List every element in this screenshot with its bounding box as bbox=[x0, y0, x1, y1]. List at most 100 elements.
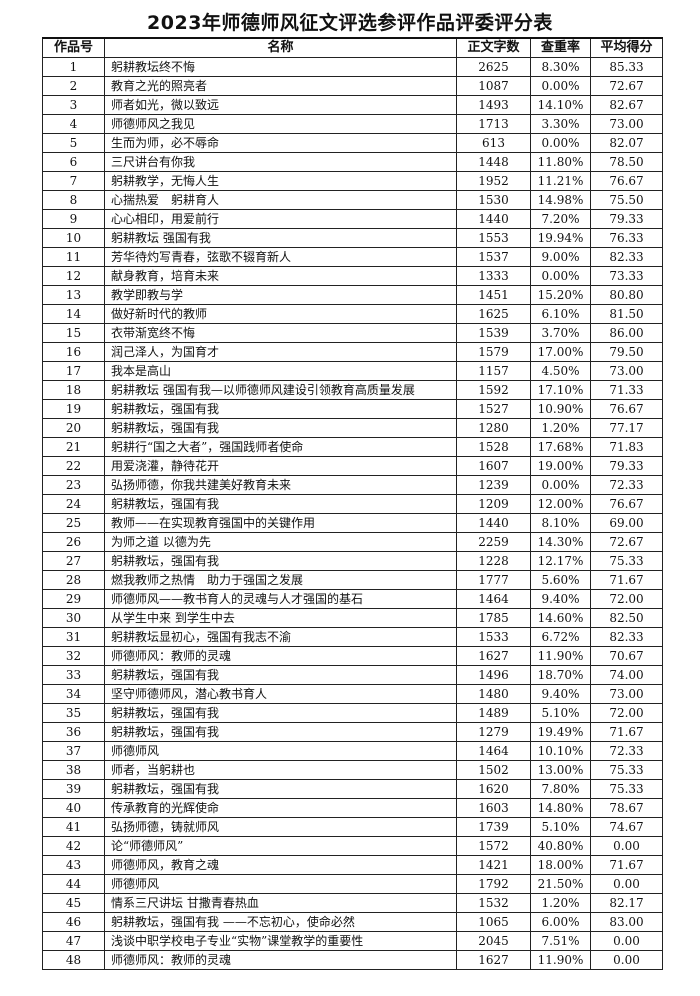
cell-id: 40 bbox=[42, 798, 105, 818]
cell-average-score: 73.00 bbox=[590, 361, 663, 381]
table-row: 24 躬耕教坛，强国有我 1209 12.00% 76.67 bbox=[42, 494, 663, 514]
cell-average-score: 72.67 bbox=[590, 76, 663, 96]
cell-duplicate-rate: 14.98% bbox=[530, 190, 591, 210]
cell-duplicate-rate: 13.00% bbox=[530, 760, 591, 780]
cell-name: 浅谈中职学校电子专业“实物”课堂教学的重要性 bbox=[104, 931, 457, 951]
cell-duplicate-rate: 7.20% bbox=[530, 209, 591, 229]
cell-name: 论“师德师风” bbox=[104, 836, 457, 856]
cell-id: 2 bbox=[42, 76, 105, 96]
table-row: 27 躬耕教坛，强国有我 1228 12.17% 75.33 bbox=[42, 551, 663, 571]
cell-word-count: 1620 bbox=[456, 779, 531, 799]
table-row: 6 三尺讲台有你我 1448 11.80% 78.50 bbox=[42, 152, 663, 172]
table-row: 13 教学即教与学 1451 15.20% 80.80 bbox=[42, 285, 663, 305]
cell-name: 师者，当躬耕也 bbox=[104, 760, 457, 780]
cell-id: 41 bbox=[42, 817, 105, 837]
cell-word-count: 1421 bbox=[456, 855, 531, 875]
cell-duplicate-rate: 1.20% bbox=[530, 418, 591, 438]
cell-word-count: 1785 bbox=[456, 608, 531, 628]
cell-average-score: 0.00 bbox=[590, 874, 663, 894]
cell-word-count: 1464 bbox=[456, 589, 531, 609]
table-row: 43 师德师风，教育之魂 1421 18.00% 71.67 bbox=[42, 855, 663, 875]
cell-id: 18 bbox=[42, 380, 105, 400]
cell-name: 情系三尺讲坛 甘撒青春热血 bbox=[104, 893, 457, 913]
cell-name: 三尺讲台有你我 bbox=[104, 152, 457, 172]
cell-name: 从学生中来 到学生中去 bbox=[104, 608, 457, 628]
cell-id: 12 bbox=[42, 266, 105, 286]
cell-duplicate-rate: 5.60% bbox=[530, 570, 591, 590]
cell-duplicate-rate: 11.80% bbox=[530, 152, 591, 172]
cell-name: 传承教育的光辉使命 bbox=[104, 798, 457, 818]
cell-name: 为师之道 以德为先 bbox=[104, 532, 457, 552]
cell-name: 躬耕教坛，强国有我 ——不忘初心，使命必然 bbox=[104, 912, 457, 932]
cell-id: 34 bbox=[42, 684, 105, 704]
cell-average-score: 79.50 bbox=[590, 342, 663, 362]
cell-id: 46 bbox=[42, 912, 105, 932]
cell-id: 43 bbox=[42, 855, 105, 875]
cell-word-count: 1739 bbox=[456, 817, 531, 837]
cell-word-count: 1440 bbox=[456, 513, 531, 533]
cell-id: 14 bbox=[42, 304, 105, 324]
cell-word-count: 1952 bbox=[456, 171, 531, 191]
cell-name: 躬耕教坛，强国有我 bbox=[104, 779, 457, 799]
cell-id: 23 bbox=[42, 475, 105, 495]
cell-word-count: 1480 bbox=[456, 684, 531, 704]
cell-duplicate-rate: 6.72% bbox=[530, 627, 591, 647]
cell-name: 躬耕教坛 强国有我—以师德师风建设引领教育高质量发展 bbox=[104, 380, 457, 400]
table-row: 12 献身教育，培育未来 1333 0.00% 73.33 bbox=[42, 266, 663, 286]
cell-average-score: 0.00 bbox=[590, 950, 663, 970]
cell-duplicate-rate: 12.17% bbox=[530, 551, 591, 571]
cell-name: 师德师风之我见 bbox=[104, 114, 457, 134]
cell-duplicate-rate: 17.00% bbox=[530, 342, 591, 362]
cell-word-count: 1713 bbox=[456, 114, 531, 134]
cell-average-score: 82.07 bbox=[590, 133, 663, 153]
cell-name: 躬耕教坛，强国有我 bbox=[104, 665, 457, 685]
table-row: 3 师者如光，微以致远 1493 14.10% 82.67 bbox=[42, 95, 663, 115]
cell-duplicate-rate: 8.30% bbox=[530, 57, 591, 77]
cell-id: 26 bbox=[42, 532, 105, 552]
cell-word-count: 1572 bbox=[456, 836, 531, 856]
table-row: 8 心揣热爱 躬耕育人 1530 14.98% 75.50 bbox=[42, 190, 663, 210]
table-row: 11 芳华待灼写青春，弦歌不辍育新人 1537 9.00% 82.33 bbox=[42, 247, 663, 267]
cell-id: 17 bbox=[42, 361, 105, 381]
cell-name: 我本是高山 bbox=[104, 361, 457, 381]
cell-id: 39 bbox=[42, 779, 105, 799]
cell-name: 躬耕教坛显初心，强国有我志不渝 bbox=[104, 627, 457, 647]
header-average-score: 平均得分 bbox=[590, 37, 663, 58]
table-row: 48 师德师风：教师的灵魂 1627 11.90% 0.00 bbox=[42, 950, 663, 970]
cell-id: 24 bbox=[42, 494, 105, 514]
cell-average-score: 82.33 bbox=[590, 247, 663, 267]
cell-word-count: 1489 bbox=[456, 703, 531, 723]
cell-id: 38 bbox=[42, 760, 105, 780]
cell-id: 37 bbox=[42, 741, 105, 761]
cell-duplicate-rate: 18.70% bbox=[530, 665, 591, 685]
cell-average-score: 83.00 bbox=[590, 912, 663, 932]
cell-word-count: 1440 bbox=[456, 209, 531, 229]
cell-name: 师德师风——教书育人的灵魂与人才强国的基石 bbox=[104, 589, 457, 609]
cell-average-score: 72.00 bbox=[590, 703, 663, 723]
table-row: 19 躬耕教坛，强国有我 1527 10.90% 76.67 bbox=[42, 399, 663, 419]
table-row: 41 弘扬师德，铸就师风 1739 5.10% 74.67 bbox=[42, 817, 663, 837]
cell-word-count: 1627 bbox=[456, 950, 531, 970]
cell-duplicate-rate: 10.90% bbox=[530, 399, 591, 419]
cell-average-score: 75.50 bbox=[590, 190, 663, 210]
table-row: 29 师德师风——教书育人的灵魂与人才强国的基石 1464 9.40% 72.00 bbox=[42, 589, 663, 609]
cell-name: 躬耕教坛，强国有我 bbox=[104, 551, 457, 571]
table-row: 44 师德师风 1792 21.50% 0.00 bbox=[42, 874, 663, 894]
cell-id: 4 bbox=[42, 114, 105, 134]
table-row: 21 躬耕行“国之大者”，强国践师者使命 1528 17.68% 71.83 bbox=[42, 437, 663, 457]
cell-name: 躬耕教坛，强国有我 bbox=[104, 703, 457, 723]
cell-average-score: 69.00 bbox=[590, 513, 663, 533]
cell-duplicate-rate: 9.00% bbox=[530, 247, 591, 267]
cell-id: 32 bbox=[42, 646, 105, 666]
cell-word-count: 1579 bbox=[456, 342, 531, 362]
cell-average-score: 72.67 bbox=[590, 532, 663, 552]
cell-id: 13 bbox=[42, 285, 105, 305]
cell-average-score: 82.67 bbox=[590, 95, 663, 115]
cell-id: 21 bbox=[42, 437, 105, 457]
cell-name: 师德师风：教师的灵魂 bbox=[104, 950, 457, 970]
cell-average-score: 80.80 bbox=[590, 285, 663, 305]
cell-word-count: 1239 bbox=[456, 475, 531, 495]
table-row: 30 从学生中来 到学生中去 1785 14.60% 82.50 bbox=[42, 608, 663, 628]
cell-word-count: 1065 bbox=[456, 912, 531, 932]
cell-duplicate-rate: 1.20% bbox=[530, 893, 591, 913]
